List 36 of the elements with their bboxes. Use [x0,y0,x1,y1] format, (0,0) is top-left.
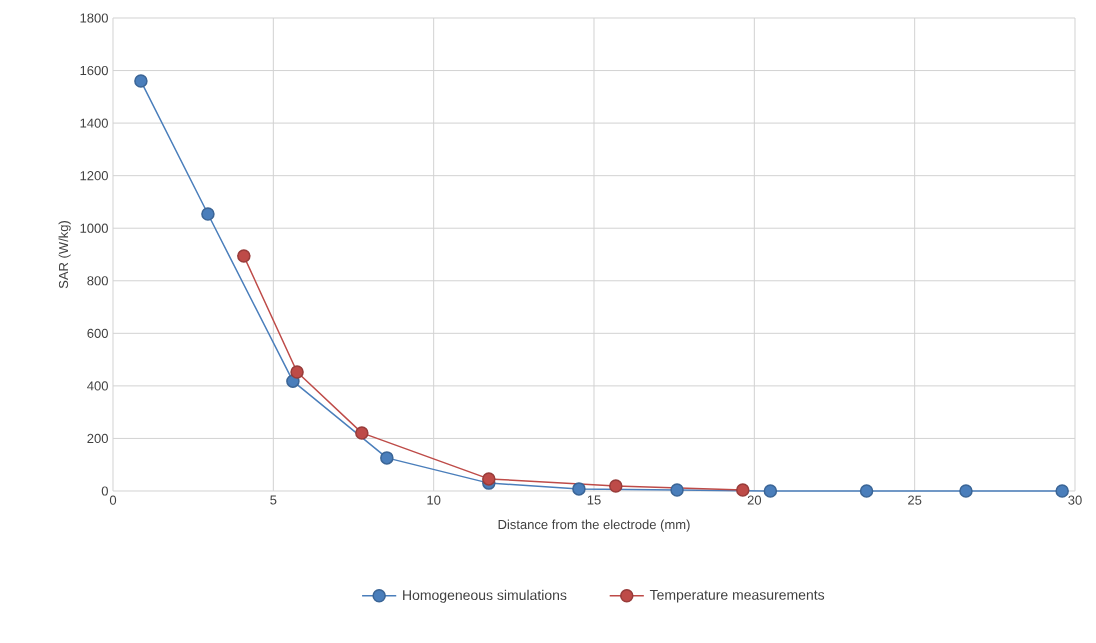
y-axis-title: SAR (W/kg) [58,221,71,289]
legend-label: Homogeneous simulations [403,589,567,603]
y-tick-label: 1800 [80,13,108,23]
y-tick-label: 1200 [80,171,108,181]
point [670,483,684,497]
x-tick-label: 5 [270,495,277,505]
x-tick-label: 25 [908,495,922,505]
y-tick-label: 0 [101,486,108,496]
x-axis-title: Distance from the electrode (mm) [498,519,690,532]
x-tick-label: 30 [1068,495,1082,505]
point [609,479,623,493]
x-tick-label: 10 [427,495,441,505]
point [859,484,874,498]
point [290,365,304,379]
point [763,484,778,498]
y-tick-label: 1000 [80,223,108,233]
point [736,483,750,497]
point [201,207,215,221]
y-tick-label: 400 [87,381,108,391]
point [572,482,586,496]
y-tick-label: 800 [87,276,108,286]
point [134,74,148,88]
y-tick-label: 1400 [80,118,108,128]
x-tick-label: 0 [109,495,117,505]
point [1055,484,1069,498]
point [380,451,394,465]
point [355,426,369,440]
point [482,472,496,486]
y-tick-label: 200 [87,433,108,444]
y-tick-label: 600 [87,328,108,338]
x-tick-label: 15 [587,495,601,505]
point [959,484,973,498]
legend-label: Temperature measurements [649,590,825,603]
x-tick-label: 20 [747,495,762,505]
y-tick-label: 1600 [80,65,108,76]
point [237,249,251,263]
